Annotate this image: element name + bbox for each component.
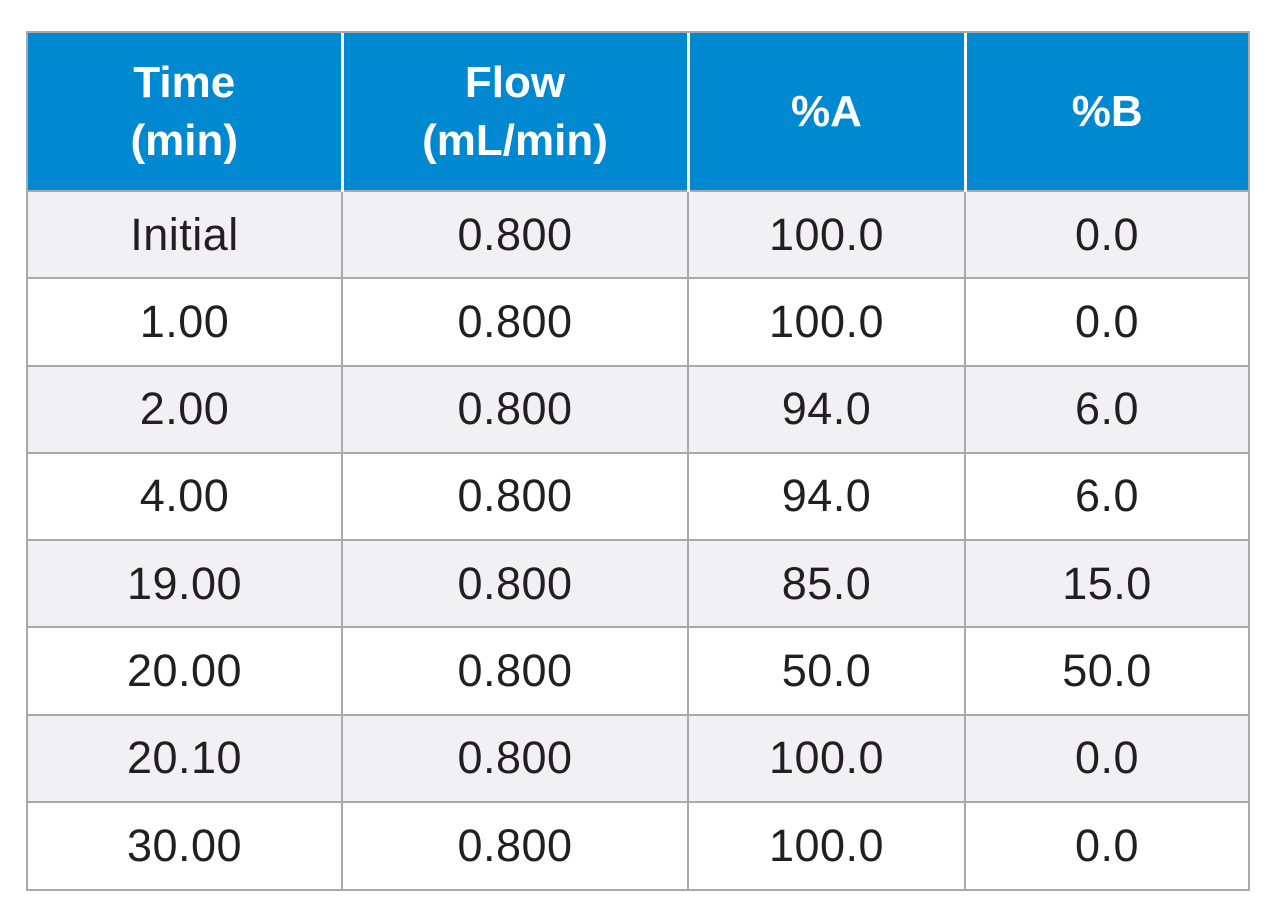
cell-percent-b: 0.0 <box>965 713 1248 802</box>
header-percent-a-label: %A <box>791 86 862 136</box>
cell-percent-a: 85.0 <box>688 538 966 628</box>
cell-percent-b: 0.0 <box>965 277 1248 366</box>
cell-flow: 0.800 <box>342 364 689 453</box>
cell-time: 1.00 <box>28 277 343 366</box>
cell-time: 20.00 <box>28 626 343 715</box>
cell-time: 4.00 <box>28 451 343 540</box>
table-header: Time (min) Flow (mL/min) %A %B <box>28 33 1248 191</box>
cell-percent-a: 100.0 <box>688 800 966 889</box>
header-time: Time (min) <box>28 33 344 191</box>
table-body: Initial 0.800 100.0 0.0 1.00 0.800 100.0… <box>28 189 1248 889</box>
cell-percent-b: 15.0 <box>965 538 1248 628</box>
cell-flow: 0.800 <box>342 451 689 540</box>
table-row: 19.00 0.800 85.0 15.0 <box>28 538 1248 628</box>
cell-time: 30.00 <box>28 800 343 889</box>
cell-percent-a: 94.0 <box>688 364 966 453</box>
cell-percent-a: 94.0 <box>688 451 966 540</box>
header-percent-b: %B <box>965 33 1248 191</box>
table-row: 4.00 0.800 94.0 6.0 <box>28 451 1248 540</box>
cell-time: 19.00 <box>28 538 343 628</box>
cell-percent-b: 0.0 <box>965 189 1248 279</box>
cell-percent-b: 6.0 <box>965 364 1248 453</box>
gradient-table: Time (min) Flow (mL/min) %A %B Initial 0… <box>28 33 1248 889</box>
cell-time: 20.10 <box>28 713 343 802</box>
cell-percent-a: 100.0 <box>688 189 966 279</box>
header-flow-unit: (mL/min) <box>422 115 608 165</box>
table-row: 20.10 0.800 100.0 0.0 <box>28 713 1248 802</box>
cell-percent-a: 100.0 <box>688 713 966 802</box>
header-flow: Flow (mL/min) <box>342 33 690 191</box>
table-row: 2.00 0.800 94.0 6.0 <box>28 364 1248 453</box>
cell-flow: 0.800 <box>342 538 689 628</box>
table-row: Initial 0.800 100.0 0.0 <box>28 189 1248 279</box>
header-time-label: Time <box>133 58 236 108</box>
table-row: 30.00 0.800 100.0 0.0 <box>28 800 1248 889</box>
cell-flow: 0.800 <box>342 800 689 889</box>
header-flow-label: Flow <box>464 58 566 108</box>
cell-flow: 0.800 <box>342 189 689 279</box>
cell-percent-b: 50.0 <box>965 626 1248 715</box>
cell-flow: 0.800 <box>342 626 689 715</box>
header-percent-a: %A <box>688 33 967 191</box>
table-row: 20.00 0.800 50.0 50.0 <box>28 626 1248 715</box>
header-row: Time (min) Flow (mL/min) %A %B <box>28 33 1248 191</box>
cell-percent-a: 100.0 <box>688 277 966 366</box>
cell-flow: 0.800 <box>342 277 689 366</box>
header-time-unit: (min) <box>130 115 239 165</box>
cell-flow: 0.800 <box>342 713 689 802</box>
gradient-table-container: Time (min) Flow (mL/min) %A %B Initial 0… <box>26 31 1250 891</box>
header-percent-b-label: %B <box>1071 86 1143 136</box>
cell-time: 2.00 <box>28 364 343 453</box>
cell-percent-a: 50.0 <box>688 626 966 715</box>
cell-percent-b: 6.0 <box>965 451 1248 540</box>
cell-percent-b: 0.0 <box>965 800 1248 889</box>
cell-time: Initial <box>28 189 343 279</box>
table-row: 1.00 0.800 100.0 0.0 <box>28 277 1248 366</box>
